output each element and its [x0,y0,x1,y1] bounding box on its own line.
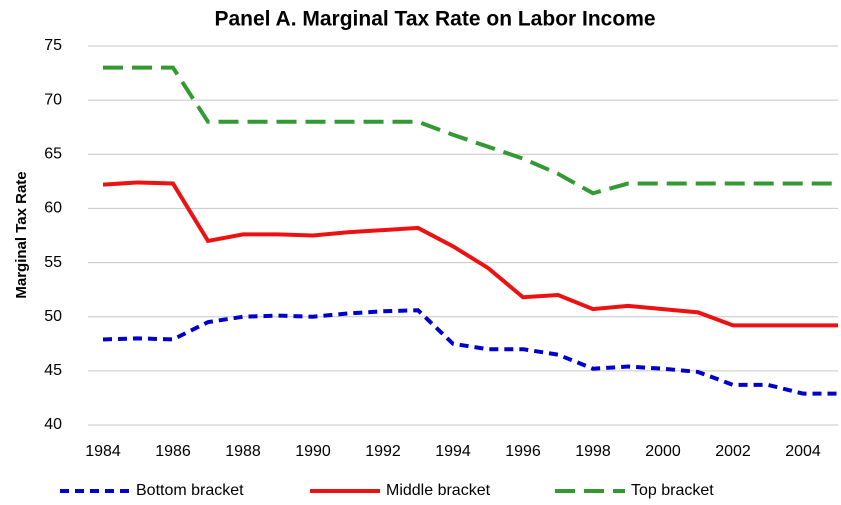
x-tick-label: 1990 [295,443,331,460]
x-tick-label: 1992 [365,443,401,460]
y-tick-label: 65 [44,146,62,163]
series-line [102,180,838,328]
x-tick-label: 1986 [155,443,191,460]
y-tick-label: 55 [44,254,62,271]
y-axis-label: Marginal Tax Rate [13,171,30,298]
y-tick-label: 50 [44,308,62,325]
y-tick-label: 75 [44,37,62,54]
y-tick-label: 70 [44,91,62,108]
legend-label: Bottom bracket [136,482,244,499]
x-tick-label: 1994 [435,443,471,460]
y-tick-label: 40 [44,416,62,433]
x-tick-label: 1984 [85,443,121,460]
y-tick-label: 60 [44,200,62,217]
legend-label: Middle bracket [386,482,491,499]
chart-title: Panel A. Marginal Tax Rate on Labor Inco… [214,8,655,31]
series-line [102,308,838,396]
legend-label: Top bracket [631,482,714,499]
series-line [103,65,838,196]
x-tick-label: 1998 [575,443,611,460]
x-tick-label: 2004 [785,443,821,460]
x-tick-label: 1996 [505,443,541,460]
x-tick-label: 2000 [645,443,681,460]
y-tick-label: 45 [44,362,62,379]
x-tick-label: 1988 [225,443,261,460]
x-tick-label: 2002 [715,443,751,460]
